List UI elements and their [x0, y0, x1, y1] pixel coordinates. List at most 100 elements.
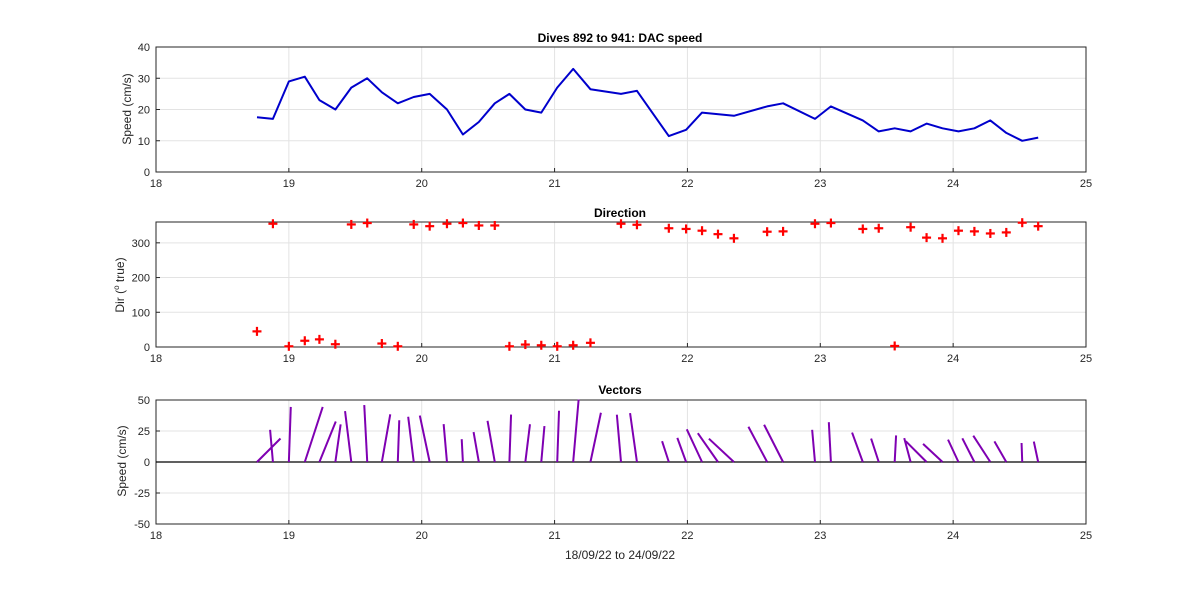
- y-tick-label: 0: [144, 167, 150, 179]
- y-tick-label: 10: [138, 136, 150, 148]
- velocity-vector: [811, 429, 816, 463]
- y-tick-label: 25: [138, 426, 150, 438]
- x-tick-label: 22: [681, 353, 693, 365]
- direction-marker: [362, 218, 372, 228]
- direction-marker: [490, 220, 500, 230]
- direction-marker: [874, 223, 884, 233]
- velocity-vector: [1032, 441, 1040, 463]
- x-tick-label: 24: [947, 353, 959, 365]
- y-tick-label: 30: [138, 73, 150, 85]
- velocity-vector: [380, 414, 392, 463]
- velocity-vector: [472, 431, 480, 463]
- direction-marker: [300, 336, 310, 346]
- velocity-vector: [303, 406, 324, 463]
- x-tick-label: 19: [283, 178, 295, 190]
- velocity-vector: [893, 435, 898, 463]
- y-tick-label: 40: [138, 42, 150, 54]
- x-tick-label: 21: [548, 353, 560, 365]
- x-tick-label: 22: [681, 530, 693, 542]
- direction-marker: [632, 220, 642, 230]
- velocity-vector: [407, 416, 415, 463]
- velocity-vector: [460, 439, 464, 463]
- x-tick-label: 20: [416, 178, 428, 190]
- velocity-vector: [661, 440, 670, 463]
- direction-marker: [953, 226, 963, 236]
- direction-marker: [474, 220, 484, 230]
- chart-title: Dives 892 to 941: DAC speed: [538, 31, 703, 45]
- y-tick-label: 0: [144, 342, 150, 354]
- direction-marker: [442, 219, 452, 229]
- velocity-vector: [708, 437, 735, 463]
- direction-marker: [697, 226, 707, 236]
- x-tick-label: 20: [416, 530, 428, 542]
- velocity-vector: [256, 437, 282, 463]
- chart-title: Direction: [594, 206, 646, 220]
- velocity-vector: [851, 432, 864, 463]
- direction-marker: [681, 224, 691, 234]
- direction-marker: [536, 340, 546, 350]
- direction-marker: [969, 226, 979, 236]
- direction-marker: [552, 341, 562, 351]
- y-tick-label: 50: [138, 395, 150, 407]
- direction-marker: [252, 326, 262, 336]
- chart-title: Vectors: [598, 383, 642, 397]
- direction-marker: [504, 341, 514, 351]
- velocity-vector: [589, 412, 602, 463]
- velocity-vector: [363, 405, 369, 463]
- direction-marker: [1017, 218, 1027, 228]
- y-tick-label: -25: [134, 488, 150, 500]
- velocity-vector: [486, 420, 496, 463]
- y-axis-label: Speed (cm/s): [115, 425, 129, 496]
- x-tick-label: 18: [150, 353, 162, 365]
- direction-marker: [713, 229, 723, 239]
- vectors-panel: Vectors Speed (cm/s) 18/09/22 to 24/09/2…: [115, 383, 1092, 562]
- direction-panel: Direction Dir (o true) 18 19 20 21 22 23 24 25 0…: [112, 206, 1092, 365]
- velocity-vector: [676, 437, 688, 463]
- x-tick-label: 19: [283, 530, 295, 542]
- x-tick-label: 18: [150, 530, 162, 542]
- velocity-vector: [524, 424, 531, 463]
- direction-marker: [409, 219, 419, 229]
- direction-marker: [425, 221, 435, 231]
- velocity-vector: [905, 440, 928, 463]
- velocity-vector: [961, 437, 976, 463]
- velocity-vector: [827, 422, 832, 463]
- direction-marker: [1033, 221, 1043, 231]
- x-tick-label: 24: [947, 530, 959, 542]
- direction-marker: [729, 233, 739, 243]
- direction-marker: [922, 233, 932, 243]
- velocity-vector: [287, 406, 292, 463]
- direction-marker: [585, 338, 595, 348]
- direction-marker: [778, 226, 788, 236]
- y-tick-label: -50: [134, 519, 150, 531]
- velocity-vector: [344, 410, 353, 463]
- velocity-vector: [615, 414, 622, 463]
- direction-marker: [906, 222, 916, 232]
- direction-marker: [1001, 227, 1011, 237]
- y-axis-label-prefix: Dir (: [113, 290, 127, 313]
- velocity-vector: [870, 438, 880, 463]
- velocity-vector: [418, 415, 431, 463]
- x-tick-label: 23: [814, 178, 826, 190]
- velocity-vector: [763, 424, 784, 463]
- x-tick-label: 21: [548, 530, 560, 542]
- velocity-vector: [556, 410, 561, 463]
- direction-marker: [314, 334, 324, 344]
- y-axis-label-superscript: o: [112, 285, 121, 290]
- velocity-vector: [993, 440, 1008, 463]
- plot-area: [155, 221, 1087, 348]
- velocity-vector: [747, 426, 769, 463]
- y-tick-label: 300: [132, 238, 150, 250]
- direction-marker: [938, 233, 948, 243]
- velocity-vector: [572, 399, 580, 463]
- velocity-vector: [685, 428, 703, 463]
- x-tick-label: 23: [814, 530, 826, 542]
- direction-marker: [985, 228, 995, 238]
- y-tick-label: 20: [138, 105, 150, 117]
- x-tick-label: 20: [416, 353, 428, 365]
- y-tick-label: 200: [132, 273, 150, 285]
- direction-marker: [393, 341, 403, 351]
- speed-line: [256, 67, 1039, 142]
- velocity-vector: [1020, 442, 1024, 463]
